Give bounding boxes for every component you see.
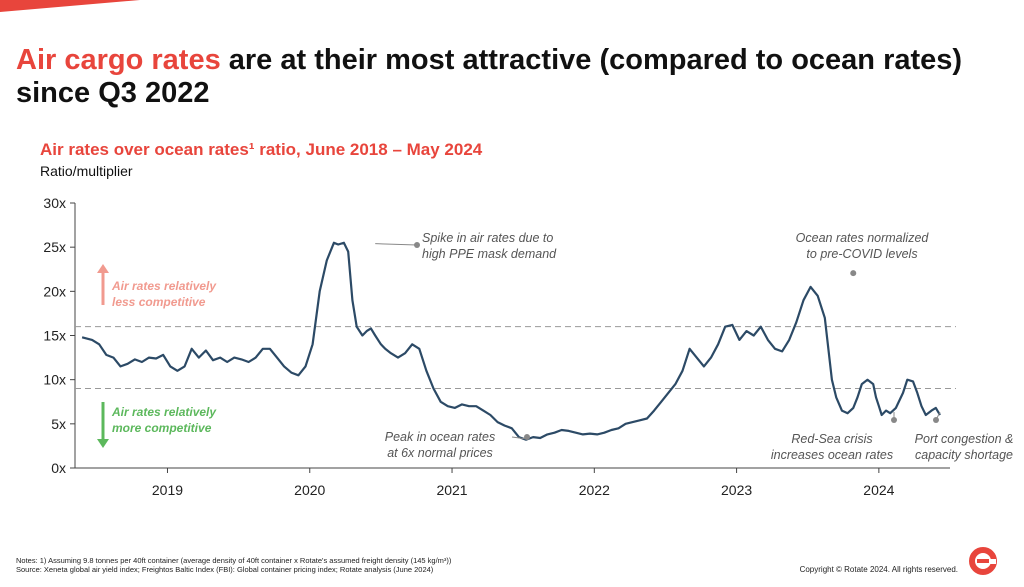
- annotation-label: Spike in air rates due to: [422, 231, 553, 245]
- x-tick-label: 2023: [721, 482, 752, 498]
- y-tick-label: 25x: [43, 239, 66, 255]
- zone-label: more competitive: [112, 421, 212, 435]
- page-title-rest: are at their most attractive (compared t…: [16, 44, 963, 109]
- annotation-dot: [524, 434, 530, 440]
- y-tick-label: 10x: [43, 372, 66, 388]
- x-tick-label: 2022: [579, 482, 610, 498]
- zone-label: Air rates relatively: [111, 405, 217, 419]
- annotation-label: increases ocean rates: [771, 448, 893, 462]
- annotation-label: at 6x normal prices: [387, 446, 493, 460]
- x-tick-label: 2024: [863, 482, 894, 498]
- corner-accent-bar: [0, 0, 140, 12]
- y-tick-label: 30x: [43, 195, 66, 211]
- annotation-label: to pre-COVID levels: [806, 247, 917, 261]
- chart-title: Air rates over ocean rates¹ ratio, June …: [40, 140, 483, 159]
- annotation-label: high PPE mask demand: [422, 247, 557, 261]
- zone-label: less competitive: [112, 295, 206, 309]
- annotation-dot: [933, 417, 939, 423]
- annotation-leader: [511, 436, 527, 440]
- y-tick-label: 20x: [43, 283, 66, 299]
- y-tick-label: 0x: [51, 460, 66, 476]
- footnote-notes: Notes: 1) Assuming 9.8 tonnes per 40ft c…: [16, 556, 452, 565]
- footnotes: Notes: 1) Assuming 9.8 tonnes per 40ft c…: [16, 556, 451, 574]
- zone-label: Air rates relatively: [111, 279, 217, 293]
- footnote-source: Source: Xeneta global air yield index; F…: [16, 565, 434, 574]
- y-tick-label: 5x: [51, 416, 66, 432]
- page-title-accent: Air cargo rates: [16, 44, 221, 76]
- page-title: Air cargo rates are at their most attrac…: [16, 44, 1006, 110]
- x-tick-label: 2020: [294, 482, 325, 498]
- arrow-down-icon: [97, 439, 109, 448]
- annotation-dot: [891, 417, 897, 423]
- annotation-label: Red-Sea crisis: [791, 432, 872, 446]
- y-tick-label: 15x: [43, 328, 66, 344]
- x-tick-label: 2021: [436, 482, 467, 498]
- copyright-text: Copyright © Rotate 2024. All rights rese…: [799, 565, 958, 574]
- rotate-logo-icon: [969, 547, 997, 575]
- annotation-label: Port congestion &: [915, 432, 1014, 446]
- annotation-label: Ocean rates normalized: [796, 231, 930, 245]
- annotation-dot: [414, 242, 420, 248]
- annotation-label: capacity shortage: [915, 448, 1013, 462]
- annotation-label: Peak in ocean rates: [385, 430, 496, 444]
- y-axis-label: Ratio/multiplier: [40, 163, 133, 179]
- x-tick-label: 2019: [152, 482, 183, 498]
- annotation-dot: [850, 270, 857, 277]
- arrow-up-icon: [97, 264, 109, 273]
- annotation-leader: [375, 243, 418, 246]
